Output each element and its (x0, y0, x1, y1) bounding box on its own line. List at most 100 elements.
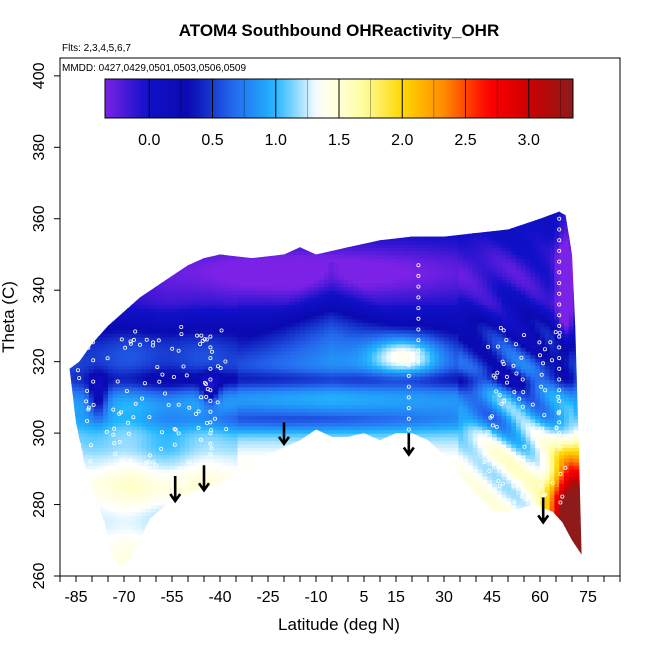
field-cell (160, 265, 167, 270)
field-cell (194, 247, 200, 252)
field-cell (103, 497, 109, 502)
field-cell (261, 372, 267, 377)
field-cell (170, 415, 176, 420)
field-cell (108, 393, 114, 398)
field-cell (69, 215, 71, 220)
field-cell (175, 515, 181, 520)
field-cell (266, 265, 272, 270)
field-cell (156, 375, 162, 381)
field-cell (112, 497, 119, 502)
field-cell (74, 261, 80, 266)
field-cell (112, 508, 119, 513)
field-cell (156, 329, 162, 334)
field-cell (74, 205, 79, 209)
field-cell (199, 365, 205, 370)
field-cell (208, 211, 215, 213)
field-cell (213, 250, 219, 256)
field-cell (271, 493, 277, 498)
dates-subtitle: MMDD: 0427,0429,0501,0503,0506,0509 (62, 63, 246, 74)
field-cell (194, 211, 200, 216)
field-cell (156, 569, 161, 573)
field-cell (93, 368, 99, 373)
field-cell (165, 243, 171, 248)
field-cell (160, 272, 167, 277)
field-cell (276, 293, 282, 298)
field-cell (170, 265, 176, 270)
field-cell (60, 230, 65, 234)
field-cell (132, 361, 138, 366)
field-cell (84, 233, 90, 238)
field-cell (122, 540, 128, 545)
field-cell (184, 447, 191, 452)
field-cell (127, 379, 133, 384)
field-cell (98, 211, 104, 213)
field-cell (271, 543, 277, 548)
field-cell (223, 283, 229, 288)
field-cell (286, 569, 291, 573)
field-cell (151, 368, 157, 373)
field-cell (189, 411, 195, 416)
field-cell (98, 368, 104, 373)
field-cell (122, 240, 128, 245)
field-cell (160, 322, 167, 327)
field-cell (60, 258, 65, 262)
field-cell (141, 233, 147, 238)
field-cell (199, 308, 205, 313)
field-cell (137, 205, 142, 209)
field-cell (199, 379, 205, 384)
field-cell (132, 454, 138, 459)
field-cell (242, 265, 248, 270)
field-cell (84, 229, 90, 234)
field-cell (256, 268, 263, 273)
field-cell (103, 472, 109, 477)
field-cell (252, 250, 258, 256)
field-cell (60, 430, 65, 434)
field-cell (146, 379, 152, 384)
field-cell (108, 551, 114, 556)
field-cell (141, 347, 147, 352)
field-cell (223, 418, 229, 423)
field-cell (170, 458, 176, 463)
field-cell (132, 233, 138, 238)
field-cell (218, 458, 224, 463)
field-cell (127, 526, 133, 531)
field-cell (141, 458, 147, 463)
field-cell (261, 404, 267, 409)
field-cell (156, 476, 162, 481)
field-cell (127, 268, 133, 273)
field-cell (232, 265, 239, 270)
field-cell (213, 426, 219, 431)
field-cell (84, 522, 90, 527)
field-cell (160, 465, 167, 470)
field-cell (132, 433, 138, 438)
field-cell (280, 493, 287, 498)
field-cell (69, 451, 71, 456)
field-cell (112, 401, 119, 406)
field-cell (237, 361, 243, 366)
field-cell (127, 325, 133, 331)
field-cell (237, 311, 243, 316)
field-cell (266, 458, 272, 463)
field-cell (218, 268, 224, 273)
field-cell (141, 211, 147, 216)
field-cell (180, 472, 186, 477)
field-cell (189, 361, 195, 366)
field-cell (74, 268, 80, 273)
field-cell (256, 354, 263, 359)
field-cell (88, 268, 95, 273)
field-cell (232, 379, 239, 384)
field-cell (151, 365, 157, 370)
field-cell (156, 368, 162, 373)
field-cell (108, 411, 114, 416)
field-cell (127, 290, 133, 295)
field-cell (170, 283, 176, 288)
field-cell (88, 486, 95, 491)
field-cell (170, 436, 176, 441)
field-cell (141, 300, 147, 306)
field-cell (108, 347, 114, 352)
field-cell (112, 347, 119, 352)
field-cell (112, 447, 119, 452)
field-cell (84, 472, 90, 477)
field-cell (276, 401, 282, 406)
field-cell (69, 311, 71, 316)
